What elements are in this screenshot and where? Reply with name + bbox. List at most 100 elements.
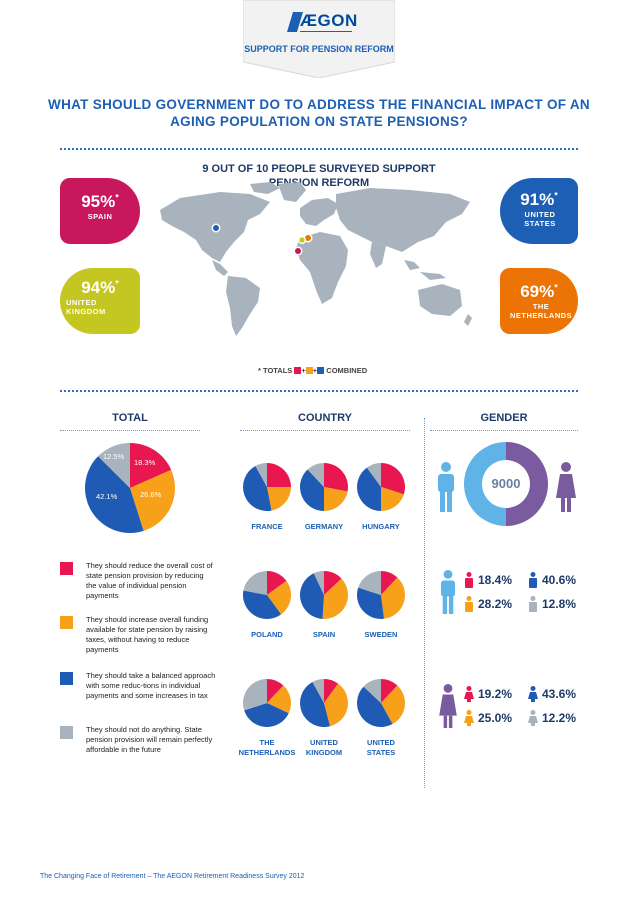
country-slice-balanced [300, 469, 324, 511]
country-slice-balanced [300, 573, 324, 619]
gender-separator [424, 418, 425, 788]
section-title-country: COUNTRY [298, 412, 352, 424]
country-pie-poland: POLAND [238, 558, 296, 640]
country-pie-chart [357, 571, 405, 619]
country-pie-grid: FRANCE GERMANY HUNGARY POLAND SPAIN SWEDEN THE… [238, 450, 414, 770]
country-pie-france: FRANCE [238, 450, 296, 532]
totals-note: * TOTALS + + COMBINED [258, 366, 368, 375]
country-slice-reduce [267, 463, 291, 487]
male-nothing-stat: 12.8% [542, 597, 577, 611]
total-label-nothing: 12.5% [103, 452, 125, 461]
legend-text-reduce: They should reduce the overall cost of s… [86, 561, 213, 600]
country-slice-balanced [244, 703, 289, 727]
divider-middle [60, 390, 578, 392]
section-underline-gender [430, 430, 578, 431]
badge-united-states: 91%* UNITED STATES [500, 178, 578, 244]
legend-swatch-balanced [60, 672, 73, 685]
divider-top [60, 148, 578, 150]
country-slice-increase [381, 685, 405, 725]
legend-swatch-increase [60, 616, 73, 629]
country-pie-germany: GERMANY [295, 450, 353, 532]
total-slice-balanced [85, 456, 144, 533]
female-increase-stat: 25.0% [478, 711, 513, 725]
legend-text-balanced: They should take a balanced approach wit… [86, 671, 216, 700]
country-slice-reduce [381, 679, 398, 703]
section-underline-country [240, 430, 410, 431]
country-slice-reduce [267, 571, 287, 595]
total-label-reduce: 18.3% [134, 458, 156, 467]
country-label: THE NETHERLANDS [238, 738, 296, 757]
country-pie-chart [357, 679, 405, 727]
country-slice-increase [324, 683, 348, 727]
country-label: POLAND [251, 630, 283, 639]
country-slice-nothing [255, 463, 267, 487]
total-label-increase: 26.6% [140, 490, 162, 499]
badge-spain: 95%* SPAIN [60, 178, 140, 244]
mini-person-nothing-icon [528, 710, 538, 726]
logo-underline [300, 31, 352, 32]
country-label: SWEDEN [364, 630, 398, 639]
country-slice-nothing [243, 679, 267, 711]
country-slice-increase [381, 577, 405, 619]
badge-the-netherlands: 69%* THE NETHERLANDS [500, 268, 578, 334]
country-slice-nothing [307, 463, 324, 487]
country-slice-balanced [300, 681, 330, 727]
country-slice-nothing [358, 571, 381, 595]
country-slice-increase [324, 487, 348, 511]
male-icon [438, 462, 454, 512]
gender-donut-chart [464, 442, 548, 526]
legend-swatch-reduce [60, 562, 73, 575]
section-title-total: TOTAL [112, 412, 148, 424]
country-slice-increase [267, 685, 291, 714]
country-pie-chart [300, 463, 348, 511]
country-slice-increase [381, 487, 404, 511]
country-slice-reduce [381, 571, 398, 595]
country-slice-reduce [324, 571, 342, 595]
male-stats-icon [440, 570, 456, 614]
country-slice-reduce [324, 679, 339, 703]
female-nothing-stat: 12.2% [542, 711, 577, 725]
section-title-gender: GENDER [480, 412, 528, 424]
country-slice-increase [267, 580, 291, 615]
country-label: UNITED KINGDOM [305, 738, 343, 757]
totals-swatch-us [317, 367, 325, 374]
mini-person-balanced-icon [528, 572, 538, 588]
country-pie-united-states: UNITED STATES [352, 666, 410, 758]
country-slice-balanced [357, 686, 393, 727]
country-slice-nothing [313, 571, 324, 595]
totals-swatch-netherlands [305, 367, 313, 374]
total-slice-nothing [98, 443, 130, 488]
male-balanced-stat: 40.6% [542, 573, 577, 587]
brand-logo: ÆGON [300, 11, 358, 30]
total-slice-reduce [130, 443, 172, 488]
world-map [160, 182, 472, 336]
gender-total-count: 9000 [491, 476, 521, 491]
female-stats-icon [439, 684, 457, 728]
total-slice-increase [130, 469, 175, 531]
country-pie-chart [357, 463, 405, 511]
country-label: HUNGARY [362, 522, 400, 531]
legend-text-nothing: They should not do anything. State pensi… [86, 725, 213, 754]
country-slice-increase [267, 487, 291, 511]
country-slice-nothing [366, 463, 381, 487]
country-slice-reduce [267, 679, 284, 703]
country-label: FRANCE [251, 522, 283, 531]
country-slice-reduce [381, 463, 405, 495]
country-slice-reduce [324, 463, 348, 492]
legend-text-increase: They should increase overall funding ava… [86, 615, 209, 654]
mini-person-increase-icon [464, 710, 474, 726]
country-slice-nothing [363, 679, 381, 703]
main-question: WHAT SHOULD GOVERNMENT DO TO ADDRESS THE… [48, 97, 590, 129]
country-pie-sweden: SWEDEN [352, 558, 410, 640]
header-banner [243, 0, 395, 78]
footer-source: The Changing Face of Retirement – The AE… [40, 873, 305, 880]
mini-person-reduce-icon [464, 686, 474, 702]
header-subtitle: SUPPORT FOR PENSION REFORM [244, 44, 394, 54]
country-slice-balanced [357, 587, 385, 619]
female-reduce-stat: 19.2% [478, 687, 513, 701]
country-pie-the-netherlands: THE NETHERLANDS [238, 666, 296, 758]
mini-person-reduce-icon [464, 572, 474, 588]
female-balanced-stat: 43.6% [542, 687, 577, 701]
country-pie-chart [243, 571, 291, 619]
country-label: UNITED STATES [366, 738, 396, 757]
